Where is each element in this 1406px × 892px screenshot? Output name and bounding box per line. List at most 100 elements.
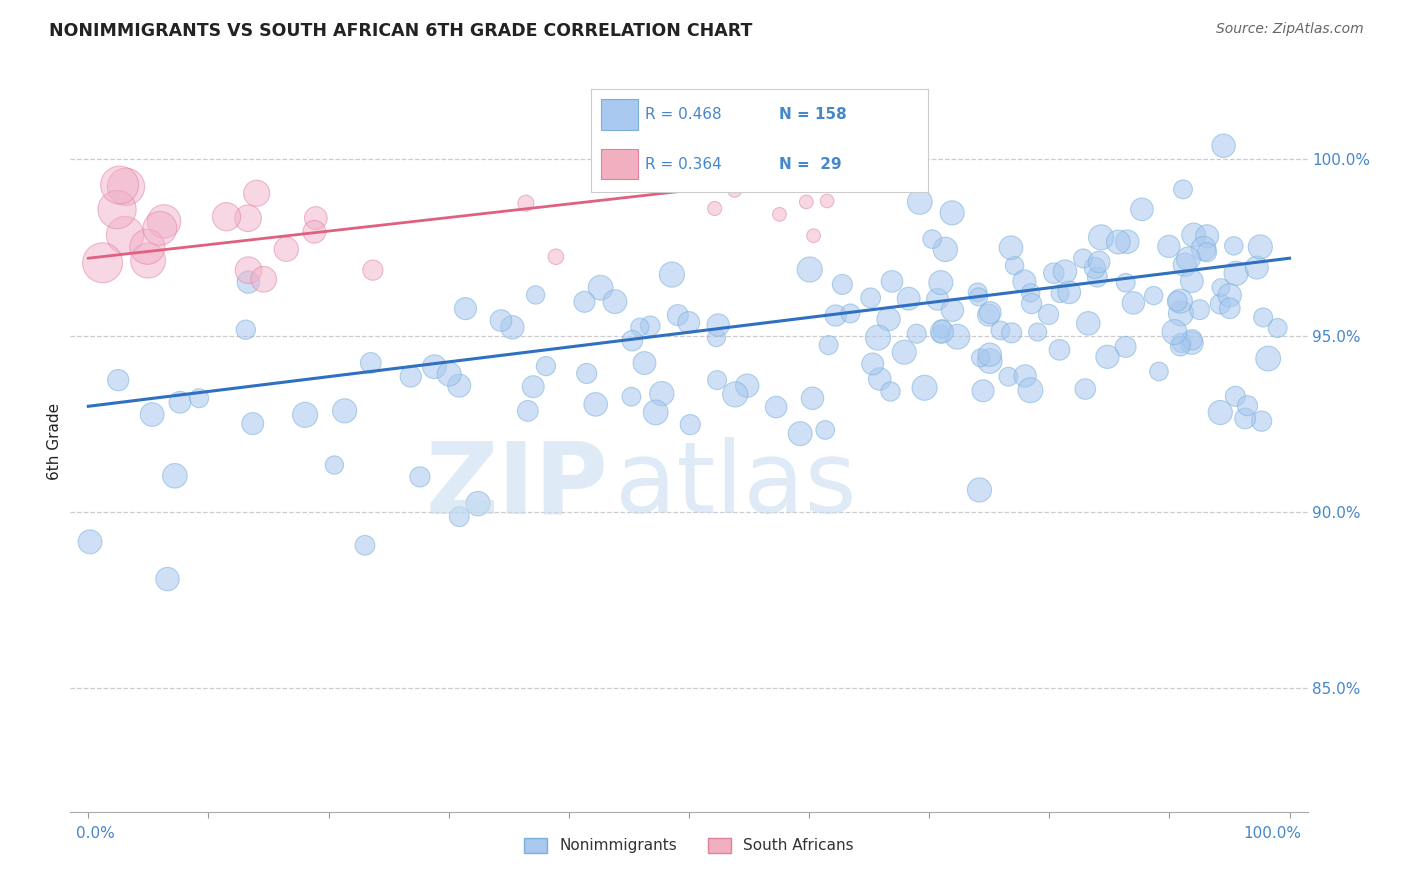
Point bbox=[246, 186, 269, 201]
Point bbox=[1090, 230, 1112, 244]
Text: N = 158: N = 158 bbox=[779, 107, 848, 122]
Point bbox=[524, 288, 547, 302]
Y-axis label: 6th Grade: 6th Grade bbox=[46, 403, 62, 480]
Point bbox=[1001, 326, 1024, 340]
Text: R = 0.468: R = 0.468 bbox=[644, 107, 721, 122]
Point bbox=[880, 274, 903, 288]
Point bbox=[707, 318, 730, 332]
Point bbox=[1182, 227, 1205, 242]
Point bbox=[893, 345, 915, 359]
Point bbox=[866, 330, 889, 344]
Point bbox=[794, 194, 817, 209]
Point bbox=[706, 373, 728, 387]
Point bbox=[661, 268, 683, 282]
Point bbox=[941, 303, 963, 318]
Point bbox=[105, 202, 128, 217]
Point bbox=[1021, 296, 1043, 310]
Point bbox=[333, 404, 356, 418]
Point bbox=[575, 367, 598, 381]
Point bbox=[1188, 302, 1211, 317]
Point bbox=[1014, 275, 1036, 289]
Point bbox=[236, 211, 259, 226]
Point bbox=[454, 301, 477, 316]
Point bbox=[814, 423, 837, 437]
Point bbox=[1181, 335, 1204, 350]
Point bbox=[1049, 286, 1071, 301]
Text: ZIP: ZIP bbox=[426, 437, 609, 534]
Point bbox=[323, 458, 346, 472]
Point bbox=[977, 308, 1000, 322]
Point bbox=[972, 384, 994, 398]
Text: atlas: atlas bbox=[614, 437, 856, 534]
Point bbox=[1084, 260, 1107, 275]
Point bbox=[1097, 350, 1119, 364]
Point bbox=[644, 405, 666, 419]
Point bbox=[735, 378, 758, 392]
Point bbox=[789, 426, 811, 441]
Point bbox=[1147, 364, 1170, 378]
Point bbox=[136, 240, 159, 254]
Point bbox=[941, 206, 963, 220]
Point bbox=[929, 326, 952, 341]
Point bbox=[153, 214, 176, 228]
Point bbox=[929, 276, 952, 290]
Point bbox=[1171, 182, 1194, 196]
Point bbox=[905, 326, 928, 341]
Point bbox=[1019, 384, 1042, 398]
Point bbox=[897, 292, 920, 306]
Point bbox=[399, 369, 422, 384]
Point bbox=[1088, 255, 1111, 269]
Point bbox=[1049, 343, 1071, 357]
Point bbox=[1219, 288, 1241, 302]
Point bbox=[1212, 138, 1234, 153]
Point bbox=[1195, 245, 1218, 260]
Point bbox=[1163, 325, 1185, 339]
Text: Source: ZipAtlas.com: Source: ZipAtlas.com bbox=[1216, 22, 1364, 37]
Point bbox=[979, 354, 1001, 368]
Point bbox=[1077, 316, 1099, 330]
Point bbox=[276, 242, 298, 256]
Point bbox=[1157, 239, 1180, 253]
Point bbox=[1192, 242, 1215, 256]
Point bbox=[501, 320, 523, 334]
Point bbox=[931, 322, 953, 336]
Point bbox=[931, 325, 953, 339]
Point bbox=[1122, 296, 1144, 310]
Text: NONIMMIGRANTS VS SOUTH AFRICAN 6TH GRADE CORRELATION CHART: NONIMMIGRANTS VS SOUTH AFRICAN 6TH GRADE… bbox=[49, 22, 752, 40]
Point bbox=[1181, 274, 1204, 288]
Point bbox=[253, 272, 276, 286]
Point bbox=[589, 281, 612, 295]
Text: R = 0.364: R = 0.364 bbox=[644, 157, 721, 171]
Text: 0.0%: 0.0% bbox=[76, 826, 115, 841]
Point bbox=[467, 497, 489, 511]
Point bbox=[574, 294, 596, 309]
Point bbox=[1257, 351, 1279, 366]
Point bbox=[817, 338, 839, 352]
Point bbox=[651, 386, 673, 401]
Point bbox=[824, 309, 846, 323]
Point bbox=[799, 262, 821, 277]
Point bbox=[703, 202, 725, 216]
Point bbox=[1019, 285, 1042, 300]
Point bbox=[1219, 301, 1241, 316]
Point bbox=[803, 228, 825, 243]
Point bbox=[304, 225, 326, 239]
Point bbox=[1209, 405, 1232, 419]
Point bbox=[1116, 235, 1139, 249]
Point bbox=[437, 367, 460, 381]
Point bbox=[409, 470, 432, 484]
Point bbox=[1246, 260, 1268, 275]
Point bbox=[946, 329, 969, 343]
Point bbox=[1170, 294, 1192, 309]
Point bbox=[1267, 321, 1289, 335]
Point bbox=[1225, 266, 1247, 280]
Point bbox=[1130, 202, 1153, 217]
Point bbox=[238, 263, 260, 277]
Point bbox=[1177, 252, 1199, 266]
Point bbox=[724, 183, 747, 197]
Point bbox=[215, 210, 238, 224]
Point bbox=[1209, 280, 1232, 294]
Point bbox=[621, 334, 644, 348]
Point bbox=[91, 256, 114, 270]
Point bbox=[879, 384, 901, 399]
